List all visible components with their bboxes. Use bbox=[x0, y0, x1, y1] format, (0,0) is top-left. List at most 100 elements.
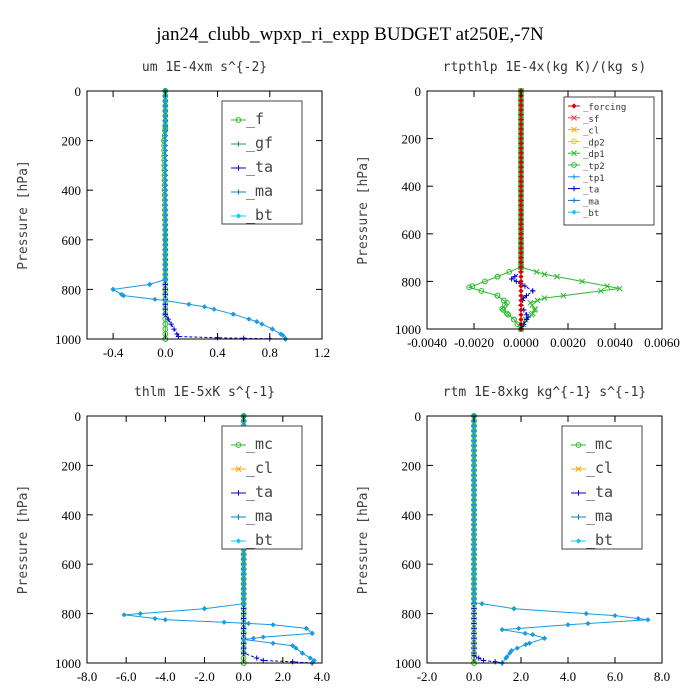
data-point bbox=[162, 147, 168, 154]
data-point bbox=[162, 257, 168, 263]
data-point bbox=[504, 654, 510, 660]
data-point bbox=[511, 316, 517, 323]
data-point bbox=[516, 625, 522, 632]
data-point bbox=[476, 655, 482, 661]
data-point bbox=[162, 182, 168, 188]
legend-entry: _dp2 bbox=[583, 138, 605, 148]
data-point bbox=[254, 319, 260, 325]
y-tick-label: 400 bbox=[402, 179, 422, 194]
data-point bbox=[269, 326, 275, 332]
y-axis-label: Pressure [hPa] bbox=[16, 485, 31, 595]
data-point bbox=[471, 462, 477, 468]
y-tick-label: 200 bbox=[402, 132, 422, 147]
series bbox=[471, 413, 651, 666]
legend-entry: _ta bbox=[583, 186, 599, 196]
data-point bbox=[162, 113, 168, 119]
chart-panel: rtm 1E-8xkg kg^{-1} s^{-1} Pressure [hPa]… bbox=[356, 385, 670, 684]
data-point bbox=[162, 142, 168, 149]
data-point bbox=[518, 136, 524, 142]
data-point bbox=[241, 636, 247, 643]
data-point bbox=[471, 630, 477, 636]
data-point bbox=[162, 271, 168, 278]
data-point bbox=[162, 281, 168, 288]
data-point bbox=[241, 571, 247, 577]
x-tick-label: 4.0 bbox=[314, 669, 330, 684]
x-tick-label: -2.0 bbox=[417, 669, 438, 684]
data-point bbox=[509, 648, 515, 654]
y-tick-label: 200 bbox=[402, 458, 422, 473]
chart-panel: um 1E-4xm s^{-2} Pressure [hPa] -0.4 0.0 0.4… bbox=[16, 60, 330, 360]
legend-entry: _cl bbox=[583, 127, 599, 137]
x-tick-label: -0.0020 bbox=[454, 335, 494, 350]
data-point bbox=[471, 606, 477, 612]
data-point bbox=[469, 283, 476, 290]
data-point bbox=[507, 650, 513, 656]
data-point bbox=[162, 306, 168, 312]
data-point bbox=[518, 235, 524, 242]
data-point bbox=[466, 284, 473, 291]
data-point bbox=[471, 512, 477, 518]
data-point bbox=[186, 301, 192, 307]
data-point bbox=[518, 155, 524, 161]
data-point bbox=[162, 172, 168, 178]
y-tick-label: 800 bbox=[62, 607, 82, 622]
data-point bbox=[518, 255, 524, 261]
data-point bbox=[241, 650, 247, 656]
data-point bbox=[471, 571, 477, 577]
data-point bbox=[241, 596, 247, 602]
x-tick-label: 0.0040 bbox=[597, 335, 633, 350]
data-point bbox=[480, 657, 486, 664]
data-point bbox=[518, 269, 524, 275]
x-tick-label: 0.0000 bbox=[503, 335, 539, 350]
y-tick-label: 600 bbox=[62, 557, 82, 572]
legend: _mc _cl _ta _ma _bt bbox=[221, 425, 303, 550]
data-point bbox=[162, 222, 168, 228]
data-point bbox=[471, 591, 477, 597]
data-point bbox=[471, 522, 477, 528]
data-point bbox=[471, 625, 477, 632]
data-point bbox=[518, 212, 524, 218]
data-point bbox=[471, 507, 477, 513]
data-point bbox=[147, 281, 153, 288]
data-point bbox=[241, 630, 247, 636]
data-point bbox=[162, 617, 168, 623]
data-point bbox=[518, 278, 524, 284]
data-point bbox=[471, 467, 477, 473]
data-point bbox=[571, 114, 577, 121]
y-tick-label: 0 bbox=[415, 84, 422, 99]
data-point bbox=[162, 286, 168, 292]
y-tick-label: 0 bbox=[75, 409, 82, 424]
x-tick-label: 0.4 bbox=[209, 345, 226, 360]
data-point bbox=[471, 581, 477, 587]
data-point bbox=[471, 517, 477, 523]
data-point bbox=[235, 213, 242, 219]
data-point bbox=[303, 625, 309, 632]
data-point bbox=[235, 490, 242, 496]
data-point bbox=[504, 310, 510, 317]
y-tick-label: 600 bbox=[402, 227, 422, 242]
data-point bbox=[471, 561, 477, 567]
data-point bbox=[471, 556, 477, 562]
data-point bbox=[471, 502, 477, 508]
data-point bbox=[162, 123, 168, 129]
data-point bbox=[162, 247, 168, 253]
x-tick-label: -2.0 bbox=[194, 669, 215, 684]
data-point bbox=[250, 635, 257, 641]
data-point bbox=[162, 108, 168, 114]
data-point bbox=[523, 641, 529, 648]
data-point bbox=[518, 274, 524, 280]
data-point bbox=[541, 271, 548, 278]
x-tick-label: -8.0 bbox=[77, 669, 98, 684]
data-point bbox=[162, 311, 168, 317]
data-point bbox=[241, 581, 247, 587]
data-point bbox=[471, 551, 477, 557]
data-point bbox=[152, 615, 158, 622]
data-point bbox=[230, 311, 236, 317]
legend-entry: _ma bbox=[246, 182, 273, 200]
data-point bbox=[541, 295, 548, 302]
data-point bbox=[471, 477, 477, 483]
data-point bbox=[162, 133, 168, 139]
data-point bbox=[211, 306, 217, 312]
legend: _f _gf _ta _ma _bt bbox=[221, 100, 303, 225]
